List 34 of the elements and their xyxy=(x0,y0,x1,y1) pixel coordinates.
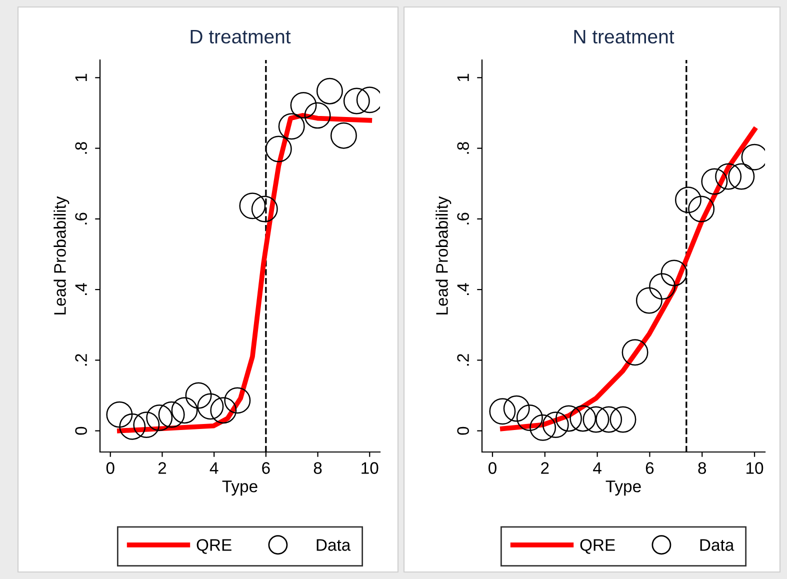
y-axis-title: Lead Probability xyxy=(54,196,70,314)
legend-label: QRE xyxy=(196,539,232,554)
y-tick-label: 1 xyxy=(75,74,87,82)
x-tick-label: 0 xyxy=(488,462,496,474)
x-tick-label: 6 xyxy=(646,462,654,474)
x-tick-label: 0 xyxy=(106,462,114,474)
y-tick-label: .6 xyxy=(75,212,87,224)
y-tick-label: .2 xyxy=(457,354,469,366)
y-axis-title: Lead Probability xyxy=(436,196,452,314)
x-tick-label: 4 xyxy=(593,462,602,474)
y-tick-label: .6 xyxy=(457,212,469,224)
x-tick-label: 8 xyxy=(698,462,706,474)
y-tick-label: .8 xyxy=(75,142,87,154)
x-tick-label: 2 xyxy=(541,462,549,474)
x-tick-label: 2 xyxy=(158,462,166,474)
x-tick-label: 10 xyxy=(746,462,764,474)
x-axis-title: Type xyxy=(606,480,641,496)
x-tick-label: 8 xyxy=(314,462,322,474)
y-tick-label: .8 xyxy=(457,142,469,154)
y-tick-label: .4 xyxy=(75,283,87,295)
x-tick-label: 4 xyxy=(210,462,218,474)
y-tick-label: 0 xyxy=(75,426,87,435)
x-axis-title: Type xyxy=(222,480,258,496)
chart-title: D treatment xyxy=(190,30,291,44)
y-tick-label: 0 xyxy=(457,426,469,435)
chart-title: N treatment xyxy=(574,30,674,44)
legend-label: Data xyxy=(700,539,734,551)
legend-label: Data xyxy=(316,539,351,551)
y-tick-label: .2 xyxy=(75,354,87,366)
y-tick-label: 1 xyxy=(457,74,469,82)
y-tick-label: .4 xyxy=(457,283,469,295)
x-tick-label: 10 xyxy=(362,462,378,474)
legend-label: QRE xyxy=(580,539,615,554)
x-tick-label: 6 xyxy=(262,462,270,474)
